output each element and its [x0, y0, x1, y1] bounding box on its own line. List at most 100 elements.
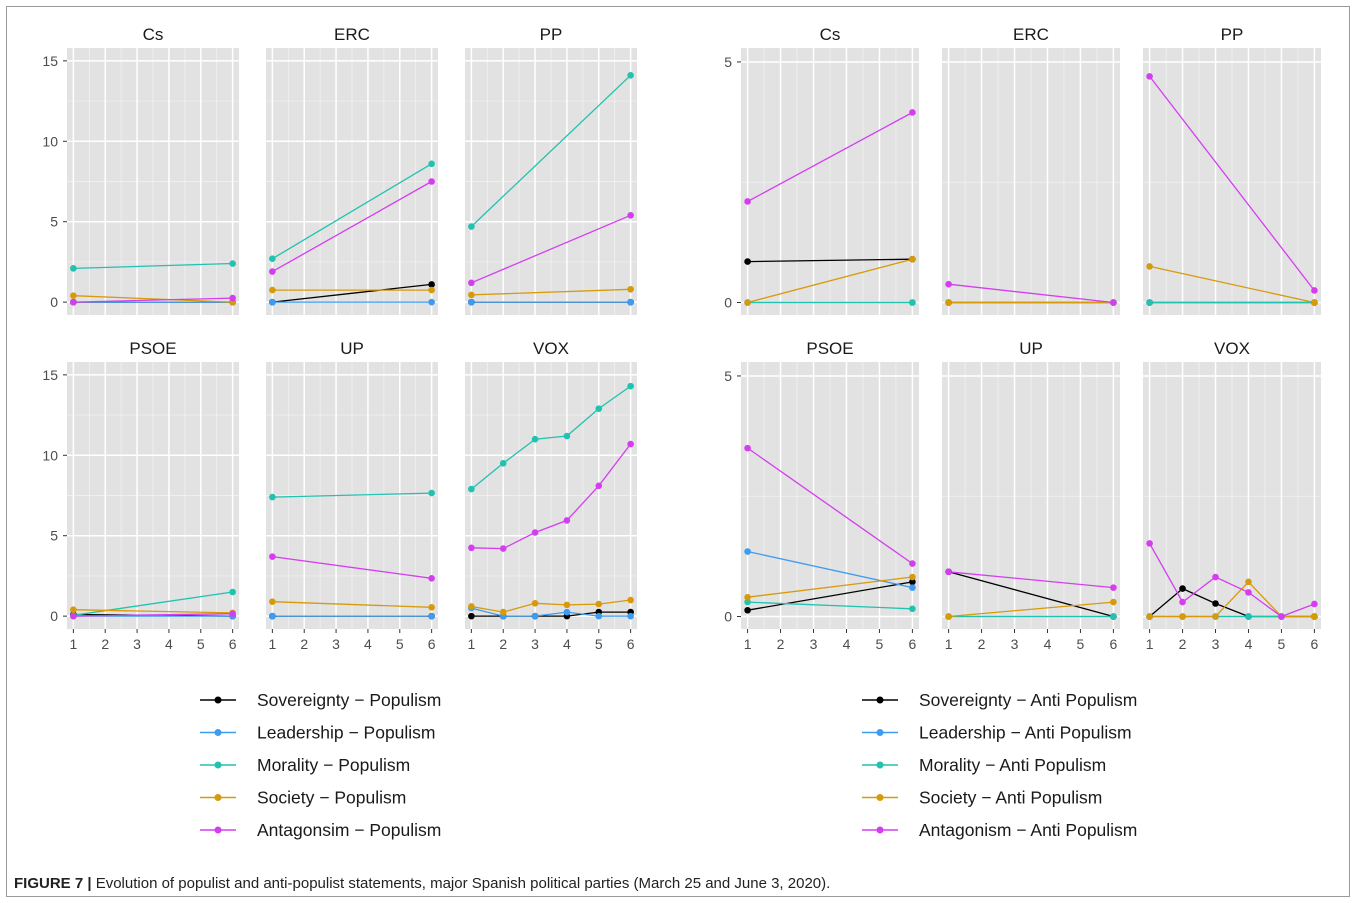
panel-erc: ERC [266, 25, 438, 315]
data-point-society [499, 608, 507, 616]
series-line-morality [272, 492, 432, 498]
data-point-antagonism [595, 482, 603, 490]
anti-populism-chart: Cs 0 5 ERC PP PSOE 0 5 1 2 3 4 5 6 UP 1 2 3 4 5 6 VOX 1 2 3 4 5 6 So… [724, 25, 1321, 840]
x-tick-label: 6 [428, 636, 436, 652]
data-point-sovereignty [1179, 585, 1186, 592]
data-point-leadership [627, 298, 634, 306]
series-line-antagonism [471, 214, 631, 284]
data-point-society [627, 596, 634, 604]
legend-key-point [876, 794, 884, 801]
series-line-morality [470, 385, 631, 490]
legend-key-point [876, 826, 884, 834]
data-point-leadership [269, 612, 276, 620]
y-tick-label: 0 [724, 294, 732, 310]
data-point-society [468, 291, 475, 299]
legend-label-sovereignty: Sovereignty − Anti Populism [919, 690, 1137, 710]
panel-title: ERC [334, 25, 370, 44]
panel-erc: ERC [942, 25, 1120, 315]
figure-frame [6, 6, 1350, 897]
data-point-antagonism [269, 553, 276, 560]
legend-label-antagonism: Antagonism − Anti Populism [919, 820, 1137, 840]
series-line-society [272, 601, 432, 608]
data-point-society [909, 255, 916, 263]
series-line-antagonism [1149, 76, 1315, 291]
x-tick-label: 4 [165, 636, 173, 652]
x-tick-label: 2 [978, 636, 986, 652]
series-line-antagonism [948, 283, 1114, 304]
x-tick-label: 4 [1044, 636, 1052, 652]
x-tick-label: 5 [1077, 636, 1085, 652]
data-point-antagonism [909, 560, 916, 567]
data-point-society [945, 613, 952, 620]
data-point-antagonism [1245, 589, 1252, 596]
legend-label-society: Society − Populism [257, 788, 406, 808]
series-line-leadership [747, 550, 913, 589]
panel-psoe: PSOE 0 5 10 15 1 2 3 4 5 6 [42, 339, 239, 652]
data-point-society [909, 573, 916, 581]
data-point-leadership [909, 584, 916, 591]
data-point-sovereignty [744, 606, 751, 614]
data-point-antagonism [468, 279, 475, 287]
legend-label-leadership: Leadership − Anti Populism [919, 723, 1132, 743]
data-point-society [744, 593, 751, 601]
data-point-morality [70, 265, 77, 272]
panel-up: UP 1 2 3 4 5 6 [942, 339, 1120, 652]
series-line-society [73, 609, 233, 614]
legend-key-point [876, 761, 884, 769]
series-line-antagonism [272, 555, 432, 579]
panel-title: PSOE [129, 339, 176, 358]
data-point-morality [1245, 613, 1252, 620]
series-line-society [948, 601, 1114, 618]
x-tick-label: 3 [1212, 636, 1220, 652]
data-point-morality [229, 588, 236, 596]
caption-label: FIGURE 7 | [14, 875, 92, 892]
data-point-leadership [531, 612, 539, 620]
data-point-sovereignty [1212, 600, 1219, 607]
x-tick-label: 2 [777, 636, 785, 652]
panel-title: ERC [1013, 25, 1049, 44]
data-point-morality [428, 160, 435, 168]
series-line-sovereignty [272, 283, 432, 303]
data-point-society [563, 601, 571, 609]
data-point-antagonism [468, 544, 475, 552]
x-tick-label: 1 [69, 636, 77, 652]
panel-pp: PP [465, 25, 637, 315]
series-line-morality [747, 601, 913, 610]
panel-title: Cs [143, 25, 164, 44]
data-point-antagonism [1110, 584, 1117, 591]
data-point-sovereignty [909, 578, 916, 586]
panel-title: VOX [533, 339, 569, 358]
legend-key-point [876, 729, 884, 736]
series-line-antagonism [747, 447, 913, 565]
data-point-morality [909, 299, 916, 306]
series-line-morality [272, 163, 432, 260]
y-tick-label: 0 [50, 608, 58, 624]
x-tick-label: 6 [909, 636, 917, 652]
panel-title: UP [340, 339, 364, 358]
data-point-morality [269, 255, 276, 263]
data-point-morality [269, 493, 276, 501]
x-tick-label: 6 [229, 636, 237, 652]
y-tick-label: 0 [50, 294, 58, 310]
x-tick-label: 6 [1311, 636, 1319, 652]
series-line-morality [73, 591, 233, 616]
data-point-sovereignty [428, 281, 435, 288]
x-tick-label: 3 [133, 636, 141, 652]
data-point-antagonism [1146, 73, 1153, 80]
panel-vox: VOX 1 2 3 4 5 6 [1143, 339, 1321, 652]
data-point-society [1146, 263, 1153, 270]
data-point-leadership [269, 298, 276, 306]
y-tick-label: 10 [42, 133, 58, 149]
series-line-leadership [471, 607, 631, 617]
series-line-society [471, 288, 631, 296]
data-point-antagonism [909, 109, 916, 116]
data-point-morality [744, 598, 751, 606]
x-tick-label: 2 [1179, 636, 1187, 652]
data-point-antagonism [945, 568, 952, 576]
data-point-morality [428, 489, 435, 497]
data-point-antagonism [229, 294, 236, 302]
series-line-antagonism [272, 180, 432, 273]
data-point-morality [531, 435, 539, 443]
data-point-society [945, 299, 952, 306]
x-tick-label: 6 [1110, 636, 1118, 652]
